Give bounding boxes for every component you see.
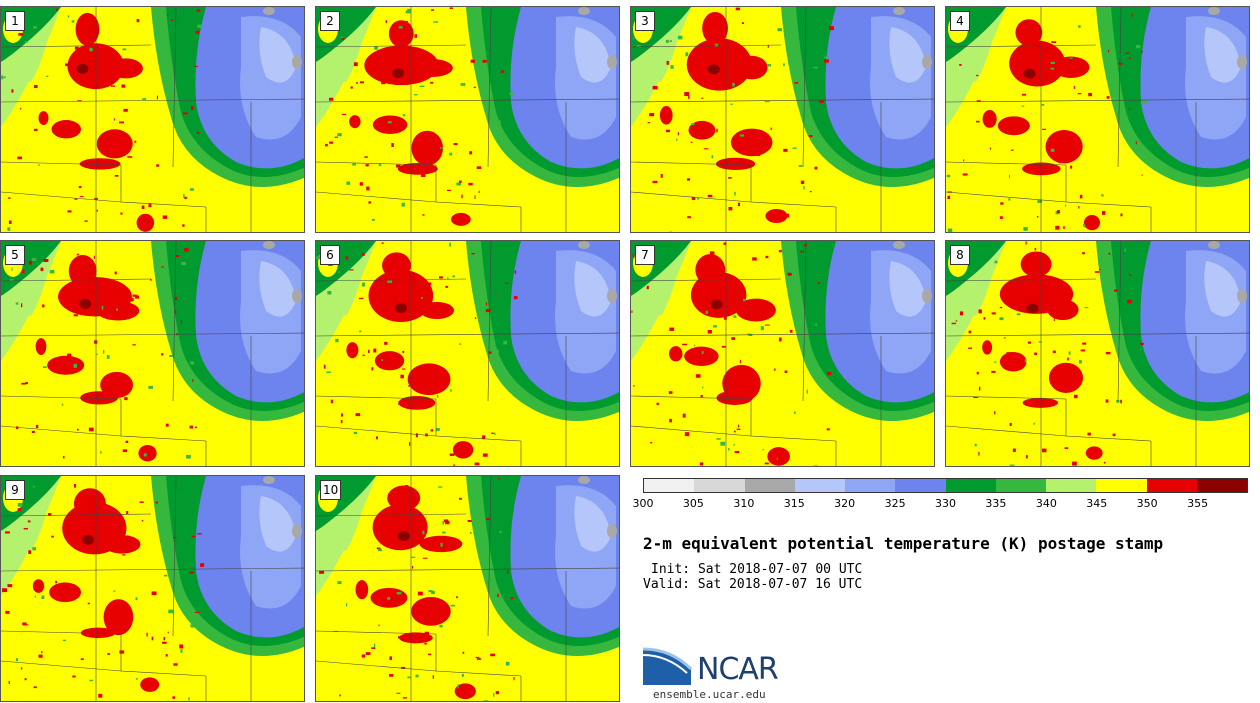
site-url: ensemble.ucar.edu [653, 688, 766, 701]
panel-label: 10 [320, 480, 342, 500]
colorbar-segment [1146, 479, 1197, 492]
logo-text: NCAR [697, 652, 779, 687]
colorbar-segment [644, 479, 695, 492]
panel-label: 4 [950, 11, 970, 31]
colorbar-segment [794, 479, 845, 492]
colorbar-tick-label: 340 [1035, 497, 1057, 510]
colorbar-segment [995, 479, 1046, 492]
map-panel-5: 5 [0, 240, 305, 467]
valid-time: Valid: Sat 2018-07-07 16 UTC [643, 577, 863, 592]
map-panel-1: 1 [0, 6, 305, 233]
colorbar-tick-label: 305 [682, 497, 704, 510]
colorbar-tick-label: 355 [1187, 497, 1209, 510]
colorbar-segment [945, 479, 996, 492]
colorbar-segment [845, 479, 896, 492]
map-panel-10: 10 [315, 475, 620, 702]
ncar-logo-icon [643, 647, 693, 685]
colorbar-tick-label: 345 [1086, 497, 1108, 510]
panel-label: 6 [320, 245, 340, 265]
colorbar [643, 478, 1248, 493]
map-panel-8: 8 [945, 240, 1250, 467]
colorbar-segment [744, 479, 795, 492]
colorbar-segment [895, 479, 946, 492]
panel-label: 9 [5, 480, 25, 500]
colorbar-ticks: 300 305 310 315 320 325 330 335 340 345 350 355 [633, 497, 1248, 513]
panel-label: 1 [5, 11, 25, 31]
panel-label: 8 [950, 245, 970, 265]
panel-label: 5 [5, 245, 25, 265]
panel-label: 2 [320, 11, 340, 31]
colorbar-segment [1196, 479, 1247, 492]
colorbar-segment [1096, 479, 1147, 492]
colorbar-tick-label: 315 [783, 497, 805, 510]
map-panel-9: 9 [0, 475, 305, 702]
colorbar-tick-label: 330 [935, 497, 956, 510]
map-panel-2: 2 [315, 6, 620, 233]
init-time: Init: Sat 2018-07-07 00 UTC [651, 562, 863, 577]
panel-label: 3 [635, 11, 655, 31]
plot-title: 2-m equivalent potential temperature (K)… [643, 534, 1164, 553]
colorbar-tick-label: 320 [834, 497, 856, 510]
map-panel-3: 3 [630, 6, 935, 233]
colorbar-segment [694, 479, 745, 492]
colorbar-tick-label: 325 [884, 497, 906, 510]
colorbar-tick-label: 335 [985, 497, 1007, 510]
colorbar-tick-label: 300 [632, 497, 654, 510]
map-panel-7: 7 [630, 240, 935, 467]
colorbar-tick-label: 310 [733, 497, 755, 510]
colorbar-segment [1046, 479, 1097, 492]
colorbar-tick-label: 350 [1136, 497, 1158, 510]
map-panel-6: 6 [315, 240, 620, 467]
panel-label: 7 [635, 245, 655, 265]
map-panel-4: 4 [945, 6, 1250, 233]
